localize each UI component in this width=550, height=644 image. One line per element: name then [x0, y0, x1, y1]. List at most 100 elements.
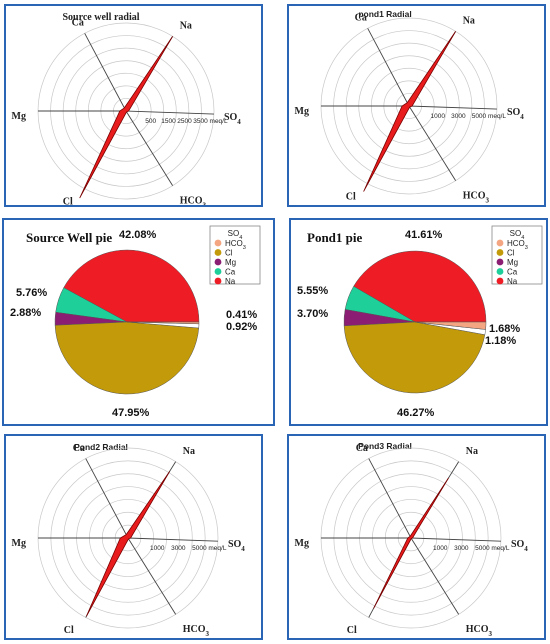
- legend-entry-mg-text: Mg: [225, 258, 236, 267]
- axis-spoke: [368, 458, 412, 539]
- legend-entry-cl-text: Cl: [225, 249, 233, 258]
- data-label-na: 41.61%: [405, 229, 443, 241]
- pie-slice-na: [63, 249, 200, 323]
- axis-label-mg: Mg: [12, 538, 26, 549]
- pie-slice-na: [353, 250, 487, 323]
- axis-label-cl: Cl: [64, 625, 74, 636]
- chart-panel-pond1-radial: pond1 Radial Na SO4 HCO3 Cl Mg Ca 1000 3000 5000 …: [287, 4, 546, 207]
- tick-label: 1000: [431, 113, 446, 120]
- axis-label-ca-text: Ca: [356, 443, 368, 454]
- legend-marker-ca: [214, 268, 222, 275]
- legend-entry-hco3-sub: 3: [243, 245, 246, 251]
- radar-series-polygon: [373, 477, 449, 609]
- tick-label: 5000 meq/L: [475, 545, 510, 552]
- chart-title: Pond1 pie: [307, 230, 362, 245]
- axis-spoke: [410, 537, 501, 542]
- axis-label-na: Na: [180, 21, 192, 32]
- axis-label-so4-text: SO: [511, 539, 525, 550]
- legend-marker-mg: [214, 258, 222, 266]
- axis-spoke: [127, 537, 177, 615]
- axis-label-cl-text: Cl: [346, 191, 356, 202]
- axis-label-ca: Ca: [72, 18, 84, 29]
- legend-marker-na: [214, 277, 222, 285]
- legend-entry-hco3: HCO3: [225, 239, 246, 251]
- tick-label: 3000: [451, 113, 466, 120]
- legend-entry-ca: Ca: [225, 268, 236, 277]
- data-label-ca: 5.55%: [297, 285, 328, 297]
- tick-label: 5000 meq/L: [472, 113, 507, 120]
- tick-label: 2500: [177, 118, 192, 125]
- axis-label-hco3-sub: 3: [485, 196, 489, 204]
- axis-label-mg: Mg: [12, 111, 26, 122]
- axis-label-hco3-text: HCO: [466, 624, 489, 635]
- axis-label-mg: Mg: [295, 106, 309, 117]
- legend-title-text: SO: [228, 229, 240, 238]
- legend-entry-cl-text: Cl: [507, 249, 515, 258]
- legend-entry-mg-text: Mg: [507, 258, 518, 267]
- tick-label: 500: [145, 118, 156, 125]
- pie-chart-source-well: Source Well pie 42.08% 5.76% 2.88% 47.95% 0.9…: [10, 225, 261, 419]
- legend-marker-cl: [496, 249, 504, 256]
- axis-label-ca-text: Ca: [355, 13, 367, 24]
- axis-label-ca: Ca: [73, 443, 85, 454]
- legend-entry-hco3: HCO3: [507, 239, 528, 251]
- data-label-so4: 1.18%: [485, 335, 516, 347]
- axis-label-hco3: HCO3: [180, 195, 207, 205]
- axis-label-hco3-text: HCO: [183, 624, 206, 635]
- axis-label-cl-text: Cl: [63, 196, 73, 205]
- legend-entry-mg: Mg: [507, 258, 518, 267]
- axis-label-ca-text: Ca: [72, 18, 84, 29]
- axis-spoke: [408, 105, 497, 110]
- legend-entry-ca-text: Ca: [507, 268, 518, 277]
- axis-label-cl-text: Cl: [64, 625, 74, 636]
- pie-slice-hco3: [126, 321, 200, 325]
- radar-series-polygon: [363, 31, 456, 192]
- legend-marker-hco3: [214, 239, 222, 247]
- chart-title: Pond2 Radial: [74, 442, 128, 452]
- tick-label: 3000: [454, 545, 469, 552]
- data-label-hco3: 1.68%: [489, 323, 520, 335]
- chart-panel-pond1-pie: Pond1 pie 41.61% 5.55% 3.70% 46.27% 1.18% 1.68…: [289, 218, 548, 426]
- axis-label-na-text: Na: [180, 21, 192, 32]
- radar-series-polygon: [86, 471, 170, 617]
- axis-label-cl-text: Cl: [347, 625, 357, 636]
- data-label-so4: 0.92%: [226, 321, 257, 333]
- legend-entry-hco3-text: HCO: [225, 239, 243, 248]
- axis-label-hco3-text: HCO: [463, 190, 486, 201]
- legend-title: SO4: [510, 229, 525, 241]
- legend-entry-hco3-sub: 3: [525, 245, 528, 251]
- axis-label-na: Na: [183, 446, 195, 457]
- chart-panel-source-well-radial: Source well radial Na SO4 HCO3 Cl Mg Ca 500 1500…: [4, 4, 263, 207]
- radar-chart-pond1: pond1 Radial Na SO4 HCO3 Cl Mg Ca 1000 3000 5000 …: [295, 9, 525, 204]
- axis-label-hco3-sub: 3: [489, 630, 493, 638]
- legend-marker-ca: [496, 268, 504, 275]
- axis-label-hco3: HCO3: [466, 624, 493, 638]
- axis-label-so4: SO4: [507, 107, 524, 121]
- axis-spoke: [408, 105, 457, 181]
- chart-title: pond1 Radial: [358, 9, 411, 19]
- data-label-cl: 47.95%: [112, 407, 150, 419]
- axis-label-na-text: Na: [463, 16, 475, 27]
- axis-label-so4: SO4: [224, 112, 241, 126]
- axis-label-so4-sub: 4: [237, 118, 241, 126]
- axis-label-so4-text: SO: [224, 112, 238, 123]
- chart-title: Source Well pie: [26, 230, 112, 245]
- axis-label-cl: Cl: [346, 191, 356, 202]
- axis-label-na-text: Na: [466, 446, 478, 457]
- axis-label-so4: SO4: [511, 539, 528, 553]
- legend-entry-ca-text: Ca: [225, 268, 236, 277]
- tick-label: 1500: [161, 118, 176, 125]
- legend-marker-cl: [214, 249, 222, 256]
- radar-series-polygon: [79, 36, 173, 199]
- axis-label-hco3-sub: 3: [202, 201, 206, 205]
- tick-label: 5000 meq/L: [192, 545, 227, 552]
- legend-entry-na-text: Na: [225, 277, 236, 286]
- axis-label-mg-text: Mg: [12, 538, 26, 549]
- legend-entry-na: Na: [507, 277, 518, 286]
- axis-label-hco3: HCO3: [183, 624, 210, 638]
- radar-chart-source-well: Source well radial Na SO4 HCO3 Cl Mg Ca 500 1500…: [12, 12, 242, 205]
- axis-spoke: [127, 537, 218, 542]
- legend-marker-mg: [496, 258, 504, 266]
- axis-label-cl: Cl: [347, 625, 357, 636]
- data-label-cl: 46.27%: [397, 407, 435, 419]
